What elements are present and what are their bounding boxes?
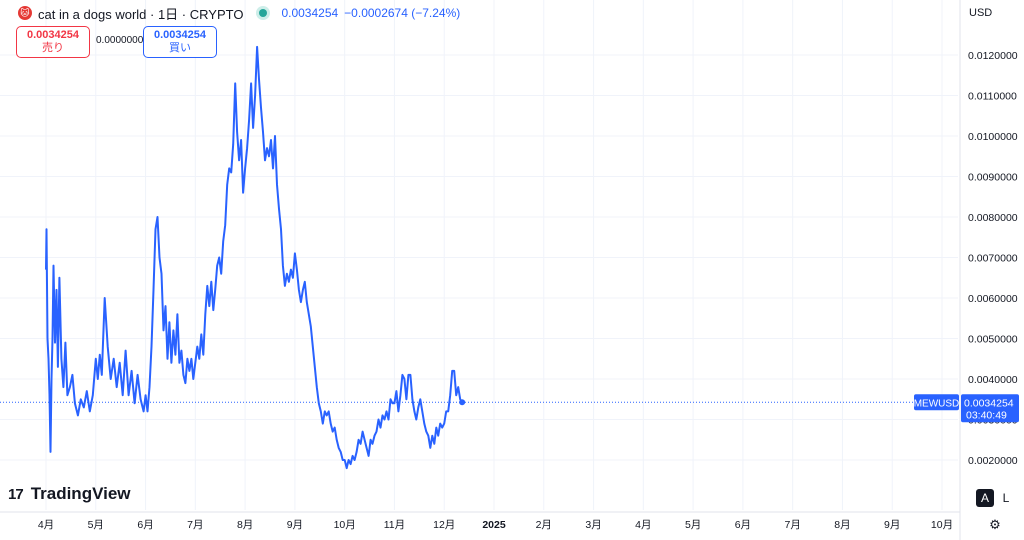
sell-label: 売り xyxy=(42,42,64,54)
y-tick-label: 0.0110000 xyxy=(968,91,1017,103)
x-tick-label: 8月 xyxy=(834,519,850,531)
price-tag-value: 0.0034254 xyxy=(964,397,1014,409)
x-tick-label: 7月 xyxy=(187,519,203,531)
y-tick-label: 0.0120000 xyxy=(968,50,1018,62)
sell-price: 0.0034254 xyxy=(27,29,79,41)
y-tick-label: 0.0040000 xyxy=(968,374,1018,386)
x-tick-label: 8月 xyxy=(237,519,253,531)
buy-button[interactable]: 0.0034254 買い xyxy=(143,26,217,58)
symbol-title[interactable]: cat in a dogs world · 1日 · CRYPTO xyxy=(38,6,244,22)
x-tick-label: 11月 xyxy=(384,519,405,531)
y-tick-label: 0.0060000 xyxy=(968,293,1018,305)
y-tick-label: 0.0090000 xyxy=(968,172,1018,184)
sell-button[interactable]: 0.0034254 売り xyxy=(16,26,90,58)
market-status-icon[interactable] xyxy=(259,9,268,17)
x-tick-label: 5月 xyxy=(88,519,104,531)
y-tick-label: 0.0050000 xyxy=(968,334,1018,346)
log-scale-button[interactable]: L xyxy=(1002,491,1010,505)
auto-scale-button[interactable]: A xyxy=(976,489,994,507)
x-tick-label: 2月 xyxy=(536,519,552,531)
x-tick-label: 4月 xyxy=(38,519,54,531)
price-tag: MEWUSD 0.0034254 03:40:49 xyxy=(914,394,1019,423)
tradingview-mark-icon: 17 xyxy=(8,485,24,503)
last-price-dot xyxy=(459,399,466,406)
y-tick-label: 0.0100000 xyxy=(968,131,1018,143)
x-tick-label: 10月 xyxy=(931,519,953,531)
price-tag-countdown: 03:40:49 xyxy=(966,409,1007,421)
x-tick-label: 7月 xyxy=(784,519,800,531)
buy-label: 買い xyxy=(169,42,191,54)
price-series-line xyxy=(45,45,463,470)
y-tick-label: 0.0020000 xyxy=(968,455,1018,467)
price-tag-value-bg xyxy=(961,394,1019,423)
x-tick-label: 4月 xyxy=(635,519,651,531)
x-tick-label: 6月 xyxy=(137,519,153,531)
y-tick-label: 0.0070000 xyxy=(968,253,1018,265)
currency-selector[interactable]: USD xyxy=(969,7,993,19)
buy-price: 0.0034254 xyxy=(154,29,206,41)
settings-gear-icon[interactable]: ⚙ xyxy=(989,517,1001,532)
coin-logo-icon: 🐱 xyxy=(18,6,32,20)
x-tick-label: 9月 xyxy=(287,519,303,531)
price-tag-ticker: MEWUSD xyxy=(914,398,960,409)
last-price-value: 0.0034254 xyxy=(281,6,339,20)
symbol-header[interactable]: 🐱 cat in a dogs world · 1日 · CRYPTO 0.00… xyxy=(18,4,466,22)
x-tick-label: 6月 xyxy=(735,519,751,531)
x-tick-label: 12月 xyxy=(433,519,455,531)
x-tick-label: 9月 xyxy=(884,519,900,531)
spread-value: 0.0000000 xyxy=(96,35,144,46)
time-axis: 4月 5月 6月 7月 8月 9月 10月 11月 12月 2025 2月 3月 4月 5月 6月 7月 8月 9… xyxy=(38,519,953,531)
tradingview-logo[interactable]: 17 TradingView xyxy=(8,484,131,504)
chart-grid xyxy=(0,0,958,510)
price-change-value: −0.0002674 (−7.24%) xyxy=(344,6,461,20)
tradingview-wordmark: TradingView xyxy=(30,484,131,503)
x-tick-label: 2025 xyxy=(482,519,506,531)
x-tick-label: 5月 xyxy=(685,519,701,531)
price-tag-ticker-bg xyxy=(914,394,959,411)
price-axis: 0.00200000.00300000.00400000.00500000.00… xyxy=(968,50,1018,467)
y-tick-label: 0.0080000 xyxy=(968,212,1018,224)
x-tick-label: 10月 xyxy=(334,519,356,531)
x-tick-label: 3月 xyxy=(585,519,601,531)
